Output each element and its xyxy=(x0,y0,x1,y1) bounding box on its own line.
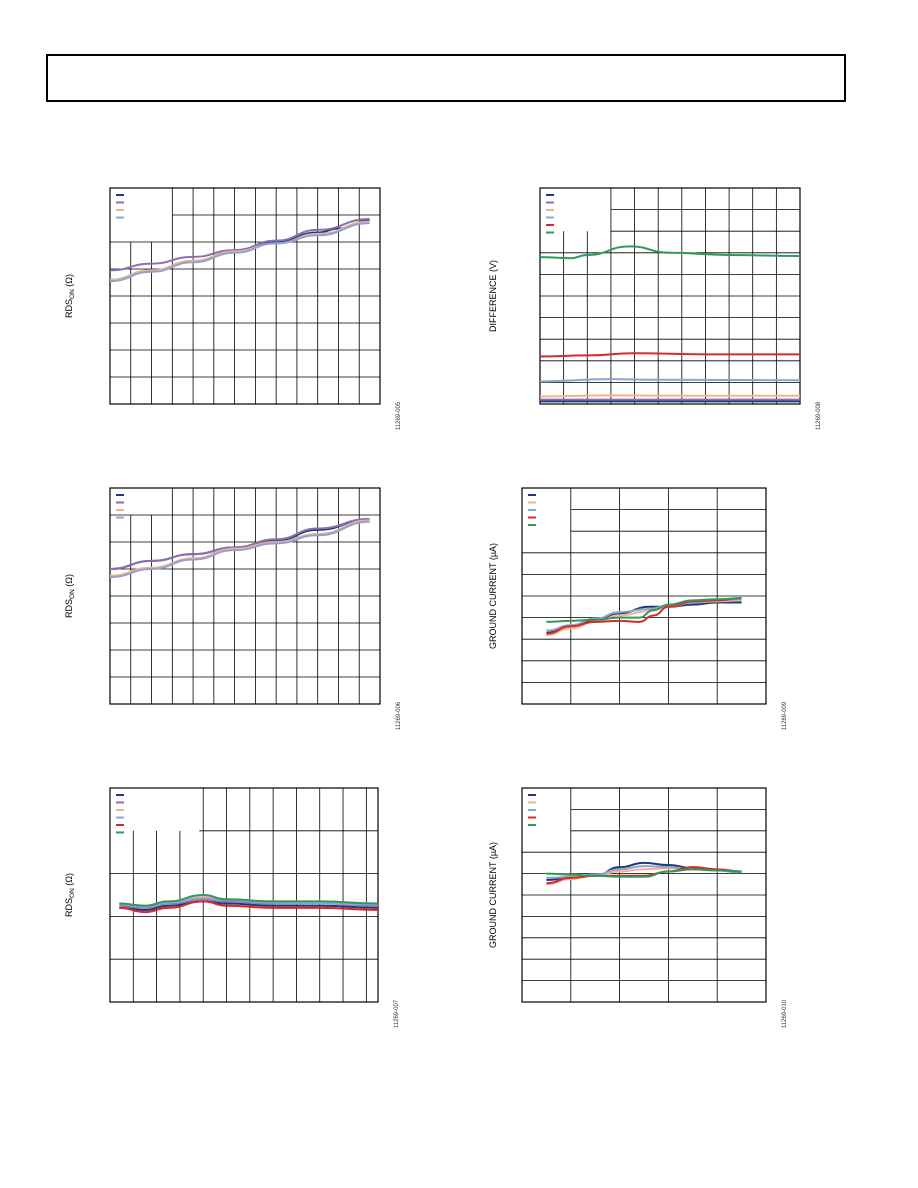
y-axis-label: RDSON (Ω) xyxy=(64,873,76,917)
y-axis-label: RDSON (Ω) xyxy=(64,574,76,618)
y-axis-label: GROUND CURRENT (µA) xyxy=(488,543,498,649)
series-line-3 xyxy=(110,519,370,577)
y-axis-label: RDSON (Ω) xyxy=(64,274,76,318)
series-line-5 xyxy=(119,900,378,914)
series-line-4 xyxy=(110,222,370,283)
chart-difference: DIFFERENCE (V) 11269-008 xyxy=(480,180,822,440)
series-line-2 xyxy=(110,518,370,570)
figure-id: 11269-007 xyxy=(394,999,400,1028)
series-line-2 xyxy=(110,218,370,272)
chart-ground-current-mid: GROUND CURRENT (µA) 11269-009 xyxy=(480,480,820,740)
chart-svg: RDSON (Ω) 11269-007 xyxy=(64,787,400,1028)
y-axis-label: GROUND CURRENT (µA) xyxy=(488,842,498,948)
series-line-3 xyxy=(110,220,370,281)
page-header-box xyxy=(46,54,846,102)
chart-svg: RDSON (Ω) 11269-005 xyxy=(64,187,402,430)
series-line-1 xyxy=(119,900,378,911)
series-line-4 xyxy=(546,597,742,635)
chart-rdson-mid-left: RDSON (Ω) 11269-006 xyxy=(60,480,402,740)
figure-id: 11269-009 xyxy=(782,701,788,730)
figure-id: 11269-006 xyxy=(396,701,402,730)
series-line-4 xyxy=(110,520,370,579)
series-line-5 xyxy=(546,868,742,878)
series-line-4 xyxy=(119,897,378,908)
series-line-5 xyxy=(540,352,800,358)
series-line-6 xyxy=(119,893,378,907)
figure-id: 11269-005 xyxy=(396,401,402,430)
chart-ground-current-bottom: GROUND CURRENT (µA) 11269-010 xyxy=(480,780,820,1040)
series-line-3 xyxy=(540,394,800,398)
chart-rdson-top-left: RDSON (Ω) 11269-005 xyxy=(60,180,402,440)
chart-svg: GROUND CURRENT (µA) 11269-010 xyxy=(488,787,788,1028)
chart-svg: RDSON (Ω) 11269-006 xyxy=(64,487,402,730)
series-line-4 xyxy=(546,866,742,885)
figure-id: 11269-008 xyxy=(816,401,822,430)
chart-svg: GROUND CURRENT (µA) 11269-009 xyxy=(488,487,788,730)
chart-svg: DIFFERENCE (V) 11269-008 xyxy=(488,187,822,430)
chart-rdson-bottom-left: RDSON (Ω) 11269-007 xyxy=(60,780,400,1040)
y-axis-label: DIFFERENCE (V) xyxy=(488,260,498,332)
plot-frame xyxy=(109,787,379,1003)
series-line-5 xyxy=(546,597,742,623)
figure-id: 11269-010 xyxy=(782,999,788,1028)
series-line-6 xyxy=(540,245,800,260)
series-line-4 xyxy=(540,378,800,383)
